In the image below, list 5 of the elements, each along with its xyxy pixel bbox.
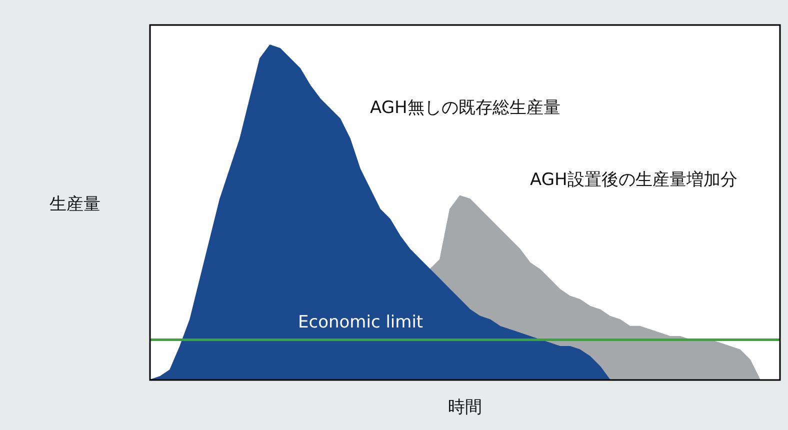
y-axis-title: 生産量 bbox=[50, 194, 100, 214]
x-axis-title: 時間 bbox=[448, 397, 482, 418]
annotation: AGH設置後の生産量増加分 bbox=[530, 170, 738, 190]
annotation: AGH無しの既存総生産量 bbox=[370, 98, 560, 118]
ref-line-label: Economic limit bbox=[298, 312, 424, 333]
